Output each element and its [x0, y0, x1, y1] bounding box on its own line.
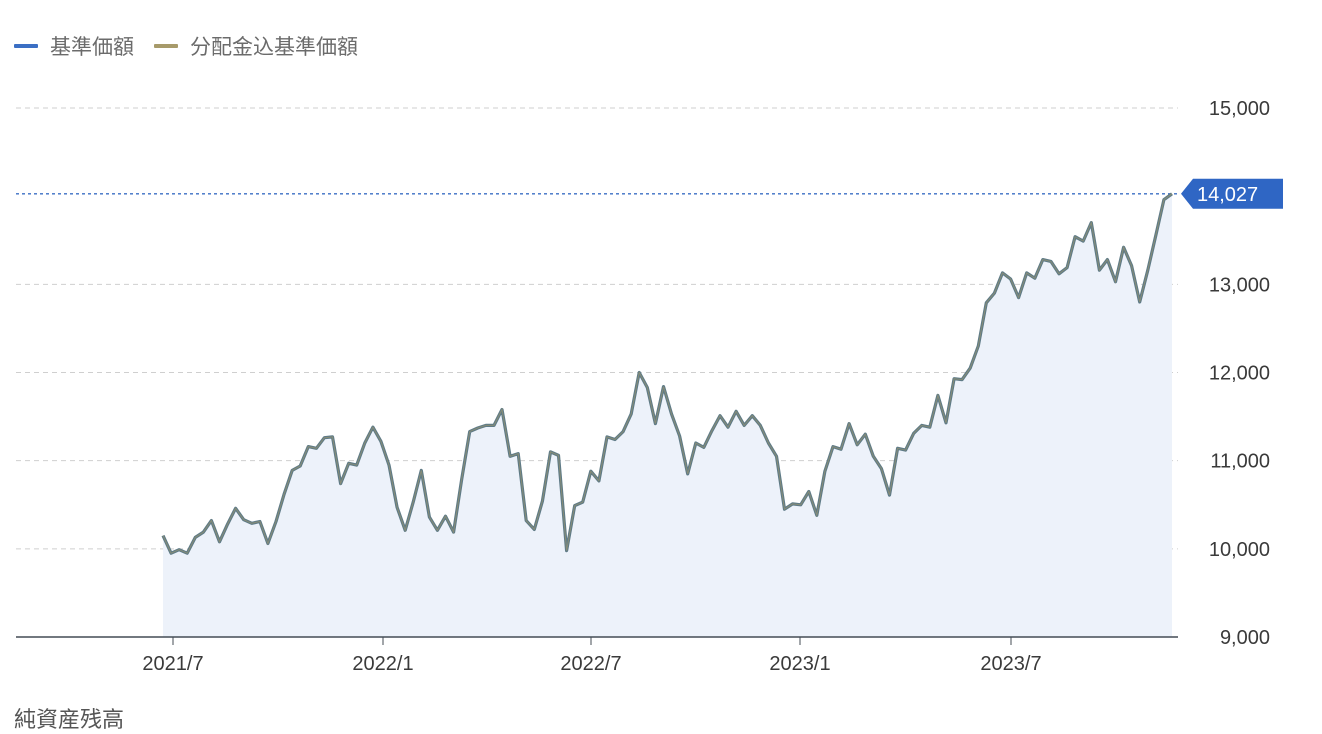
legend-swatch-nav: [14, 44, 38, 48]
chart-legend: 基準価額 分配金込基準価額: [14, 30, 378, 62]
legend-entry-nav[interactable]: 基準価額: [14, 31, 134, 61]
last-value-badge: 14,027: [1181, 178, 1283, 209]
legend-label-nav: 基準価額: [50, 35, 134, 59]
y-tick-label: 15,000: [1209, 98, 1270, 120]
x-tick-label: 2022/7: [560, 653, 621, 675]
y-tick-label: 13,000: [1209, 274, 1270, 296]
y-axis: 9,000 10,000 11,000 12,000 13,000 15,000: [1209, 98, 1270, 649]
legend-label-nav-with-dividends: 分配金込基準価額: [190, 35, 358, 59]
x-tick-label: 2023/7: [980, 653, 1041, 675]
last-value-badge-shape: [1181, 178, 1283, 209]
section-heading-net-assets: 純資産残高: [14, 708, 125, 733]
series-line-nav-with-dividends: [162, 193, 1173, 554]
y-tick-label: 12,000: [1209, 363, 1270, 385]
x-axis: 2021/7 2022/1 2022/7 2023/1 2023/7: [142, 637, 1042, 675]
line-chart: 9,000 10,000 11,000 12,000 13,000 15,000 2021…: [16, 98, 1283, 675]
y-tick-label: 9,000: [1220, 627, 1270, 649]
x-tick-label: 2021/7: [142, 653, 203, 675]
legend-entry-nav-with-dividends[interactable]: 分配金込基準価額: [154, 31, 358, 61]
y-tick-label: 10,000: [1209, 539, 1270, 561]
x-tick-label: 2022/1: [352, 653, 413, 675]
legend-swatch-nav-with-dividends: [154, 44, 178, 48]
x-tick-label: 2023/1: [769, 653, 830, 675]
area-fill: [163, 193, 1172, 638]
last-value-label: 14,027: [1197, 184, 1258, 206]
y-tick-label: 11,000: [1210, 451, 1270, 473]
